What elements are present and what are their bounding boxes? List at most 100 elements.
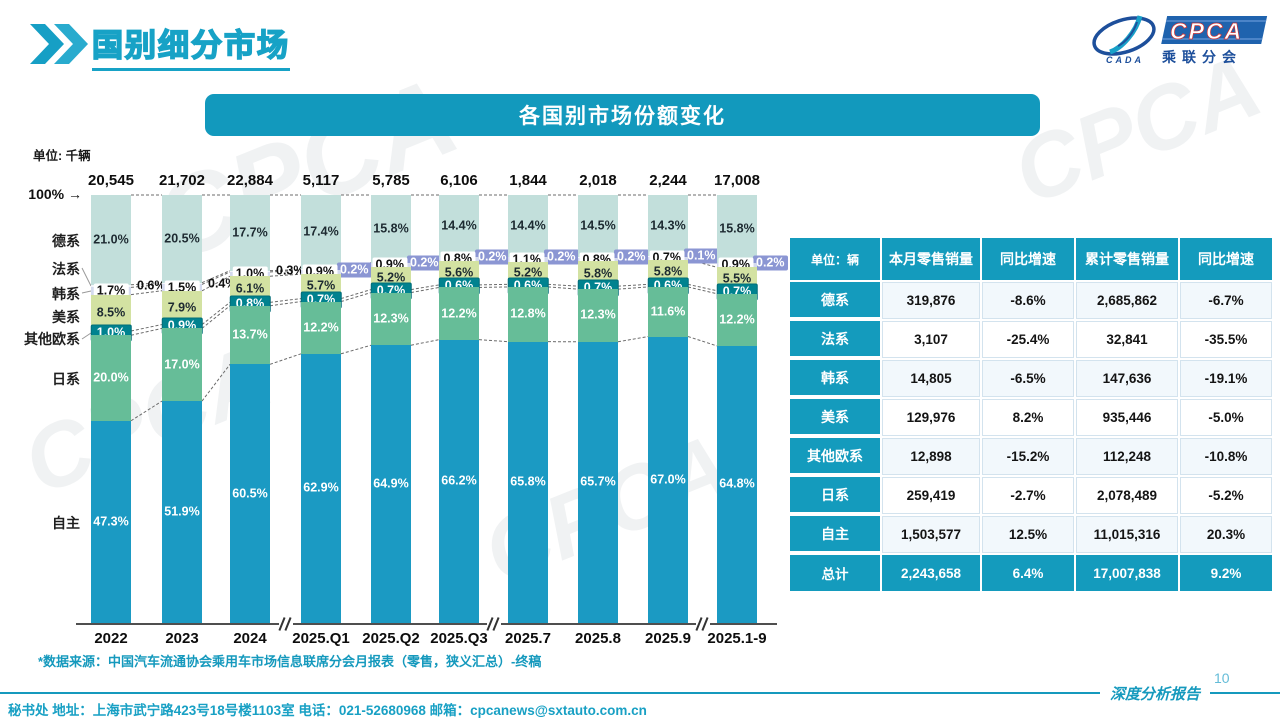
table-cell: 32,841 <box>1076 321 1178 358</box>
series-label-韩系: 韩系 <box>52 285 80 302</box>
bar-segment-日系 <box>578 289 618 342</box>
table-cell: 112,248 <box>1076 438 1178 475</box>
table-column-header: 累计零售销量 <box>1076 238 1178 280</box>
table-cell: 319,876 <box>882 282 980 319</box>
table-cell: 2,685,862 <box>1076 282 1178 319</box>
table-cell: -15.2% <box>982 438 1074 475</box>
table-unit-header: 单位：辆 <box>790 238 880 280</box>
table-cell: 2,243,658 <box>882 555 980 591</box>
segment-label: 12.8% <box>510 306 546 321</box>
table-cell: 2,078,489 <box>1076 477 1178 514</box>
bar-segment-德系 <box>230 195 270 271</box>
segment-label: 65.8% <box>510 474 546 489</box>
total-label: 2,244 <box>649 172 687 189</box>
segment-label: 67.0% <box>650 472 686 487</box>
x-axis-label: 2025.Q1 <box>292 630 350 647</box>
total-label: 6,106 <box>440 172 478 189</box>
series-label-美系: 美系 <box>52 308 80 325</box>
segment-label: 20.0% <box>93 370 129 385</box>
chart-title-banner: 各国别市场份额变化 <box>205 94 1040 136</box>
table-row-label: 自主 <box>790 516 880 551</box>
table-cell: -10.8% <box>1180 438 1272 475</box>
double-chevron-icon <box>30 24 88 69</box>
segment-label: 20.5% <box>164 231 200 246</box>
total-label: 2,018 <box>579 172 617 189</box>
series-label-其他欧系: 其他欧系 <box>24 331 80 348</box>
series-label-法系: 法系 <box>52 261 80 278</box>
bar-segment-日系 <box>301 301 341 354</box>
x-axis-label: 2025.7 <box>505 630 551 647</box>
table-cell: -6.7% <box>1180 282 1272 319</box>
table-row-label: 日系 <box>790 477 880 512</box>
segment-label: 47.3% <box>93 514 129 529</box>
table-column-header: 同比增速 <box>1180 238 1272 280</box>
segment-label: 0.2% <box>407 255 442 271</box>
bar-segment-自主 <box>301 353 341 623</box>
segment-label: 5.2% <box>513 265 543 280</box>
segment-label: 6.1% <box>235 281 265 296</box>
table-cell: 14,805 <box>882 360 980 397</box>
bar-segment-自主 <box>439 339 479 623</box>
table-cell: -2.7% <box>982 477 1074 514</box>
total-label: 5,117 <box>302 172 340 189</box>
table-cell: 259,419 <box>882 477 980 514</box>
table-cell: -35.5% <box>1180 321 1272 358</box>
table-cell: 6.4% <box>982 555 1074 591</box>
segment-label: 65.7% <box>580 474 616 489</box>
bar-segment-德系 <box>371 195 411 263</box>
bar-segment-德系 <box>162 195 202 283</box>
bar-segment-自主 <box>162 401 202 623</box>
page-title: 国别细分市场 <box>91 20 290 71</box>
bar-segment-德系 <box>91 195 131 285</box>
logo-org-abbr: CADA <box>1106 55 1144 65</box>
bar-segment-德系 <box>439 195 479 257</box>
bar-segment-德系 <box>301 195 341 270</box>
total-label: 20,545 <box>88 172 134 189</box>
table-cell: 17,007,838 <box>1076 555 1178 591</box>
segment-label: 21.0% <box>93 232 129 247</box>
segment-label: 12.2% <box>719 312 755 327</box>
segment-label: 12.2% <box>441 306 477 321</box>
bar-segment-德系 <box>648 195 688 257</box>
segment-label: 5.8% <box>583 266 613 281</box>
table-row-label: 美系 <box>790 399 880 434</box>
segment-label: 5.8% <box>653 264 683 279</box>
table-row-label: 韩系 <box>790 360 880 395</box>
axis-break-mark <box>694 617 710 631</box>
bar-segment-自主 <box>578 341 618 623</box>
table-cell: 11,015,316 <box>1076 516 1178 553</box>
arrow-right-icon: → <box>68 186 82 202</box>
segment-label: 14.3% <box>650 218 686 233</box>
axis-break-mark <box>485 617 501 631</box>
chart-unit-label: 单位: 千辆 <box>33 149 91 163</box>
series-label-日系: 日系 <box>52 371 80 387</box>
segment-label: 17.7% <box>232 225 268 240</box>
segment-label: 12.3% <box>580 307 616 322</box>
segment-label: 11.6% <box>650 304 686 319</box>
bar-segment-日系 <box>508 286 548 342</box>
bar-segment-日系 <box>371 292 411 346</box>
logo-brand: CPCA <box>1170 18 1243 44</box>
source-note: *数据来源：中国汽车流通协会乘用车市场信息联席分会月报表（零售，狭义汇总）-终稿 <box>38 654 542 669</box>
logo-brand-cn: 乘联分会 <box>1161 49 1242 65</box>
bar-segment-自主 <box>717 345 757 623</box>
table-cell: 12.5% <box>982 516 1074 553</box>
bar-segment-日系 <box>648 286 688 337</box>
x-axis-label: 2022 <box>94 630 128 647</box>
bar-segment-日系 <box>162 328 202 402</box>
bar-segment-自主 <box>91 420 131 623</box>
bar-segment-自主 <box>371 345 411 623</box>
segment-label: 0.2% <box>614 249 649 265</box>
segment-label: 0.2% <box>753 255 788 271</box>
segment-label: 5.6% <box>444 265 474 280</box>
segment-label: 0.2% <box>337 262 372 278</box>
bar-segment-自主 <box>648 336 688 623</box>
table-cell: 3,107 <box>882 321 980 358</box>
bar-segment-日系 <box>230 305 270 365</box>
table-cell: 935,446 <box>1076 399 1178 436</box>
page-number: 10 <box>1214 670 1230 686</box>
table-row-label: 总计 <box>790 555 880 591</box>
total-label: 1,844 <box>509 172 547 189</box>
table-cell: 9.2% <box>1180 555 1272 591</box>
